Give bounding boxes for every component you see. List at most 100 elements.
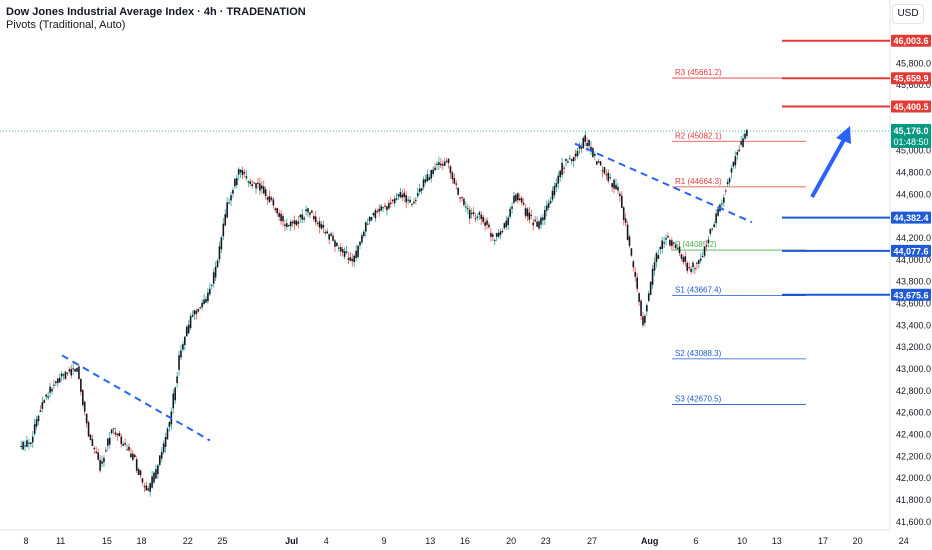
candle <box>620 195 623 208</box>
candle <box>409 199 411 203</box>
candle <box>237 169 240 175</box>
candle <box>676 248 679 250</box>
y-tick-label: 42,400.0 <box>896 429 931 439</box>
candle <box>574 153 577 157</box>
candle <box>72 368 74 370</box>
candle <box>324 231 327 234</box>
candle <box>307 208 309 213</box>
candle <box>357 245 359 258</box>
candle <box>657 255 660 259</box>
candle <box>542 217 544 221</box>
candle <box>26 440 28 447</box>
candle <box>715 213 717 224</box>
candle <box>632 261 635 268</box>
level-price-tag <box>891 211 931 224</box>
candle <box>33 424 36 434</box>
candle <box>572 157 575 162</box>
candle <box>736 151 739 156</box>
candle <box>378 208 381 212</box>
candle <box>58 377 61 383</box>
candle <box>95 451 98 454</box>
candle <box>262 186 265 194</box>
candle <box>682 257 685 263</box>
candle <box>501 230 504 233</box>
candle <box>45 394 48 397</box>
candle <box>187 324 190 334</box>
candle <box>341 249 344 253</box>
candle <box>569 157 571 159</box>
candle <box>540 217 542 225</box>
level-price-tag <box>891 244 931 257</box>
x-tick-label: 10 <box>737 536 747 546</box>
currency-selector[interactable]: USD <box>892 4 924 24</box>
candle <box>636 277 638 289</box>
candle <box>518 198 521 201</box>
candle <box>41 402 44 409</box>
level-price-tag <box>891 288 931 301</box>
candle <box>210 284 213 286</box>
y-tick-label: 41,600.0 <box>896 517 931 527</box>
candle <box>153 472 155 483</box>
candle <box>105 450 107 452</box>
candle <box>130 453 132 458</box>
candle <box>499 231 502 235</box>
candle <box>78 366 80 379</box>
candle <box>197 308 200 312</box>
candle <box>257 182 259 184</box>
candle <box>507 217 510 225</box>
candle <box>114 432 117 435</box>
candle <box>230 195 232 201</box>
y-tick-label: 42,200.0 <box>896 451 931 461</box>
candle <box>486 220 488 225</box>
candle <box>395 198 398 200</box>
candle <box>490 232 492 237</box>
candle <box>216 260 219 268</box>
candle <box>659 247 662 250</box>
candle <box>578 146 581 149</box>
candle <box>418 188 421 192</box>
candle <box>203 299 205 305</box>
indicator-legend[interactable]: Pivots (Traditional, Auto) <box>6 19 126 31</box>
candle <box>328 234 330 240</box>
candle <box>359 241 361 246</box>
candle <box>363 231 365 236</box>
candle <box>301 214 304 220</box>
candle <box>684 256 687 262</box>
candle <box>384 205 386 207</box>
candle <box>380 206 382 211</box>
candle <box>195 310 198 314</box>
candle <box>135 459 138 471</box>
candle <box>28 442 30 444</box>
candle <box>484 222 486 226</box>
candle <box>407 199 409 201</box>
candle <box>322 225 325 228</box>
candle <box>137 469 140 475</box>
y-tick-label: 43,600.0 <box>896 299 931 309</box>
candle <box>299 214 302 218</box>
candle <box>53 384 55 386</box>
y-tick-label: 43,200.0 <box>896 342 931 352</box>
x-tick-label: 23 <box>541 536 551 546</box>
candle <box>584 135 587 142</box>
candle <box>713 224 715 228</box>
candle <box>592 148 594 158</box>
candle <box>401 194 404 198</box>
candle <box>316 222 319 224</box>
candle <box>241 170 244 176</box>
candle <box>405 195 407 203</box>
candle <box>141 478 144 483</box>
level-price-label: 43,675.6 <box>893 290 928 300</box>
candle <box>640 300 642 317</box>
candle <box>87 422 90 437</box>
candle <box>515 194 517 202</box>
candle <box>570 159 573 162</box>
candle <box>224 214 227 226</box>
candle <box>122 444 125 446</box>
y-tick-label: 43,400.0 <box>896 320 931 330</box>
candle <box>80 378 82 392</box>
candle <box>107 438 109 446</box>
y-tick-label: 45,600.0 <box>896 80 931 90</box>
x-tick-label: 24 <box>899 536 909 546</box>
x-tick-label: 17 <box>818 536 828 546</box>
